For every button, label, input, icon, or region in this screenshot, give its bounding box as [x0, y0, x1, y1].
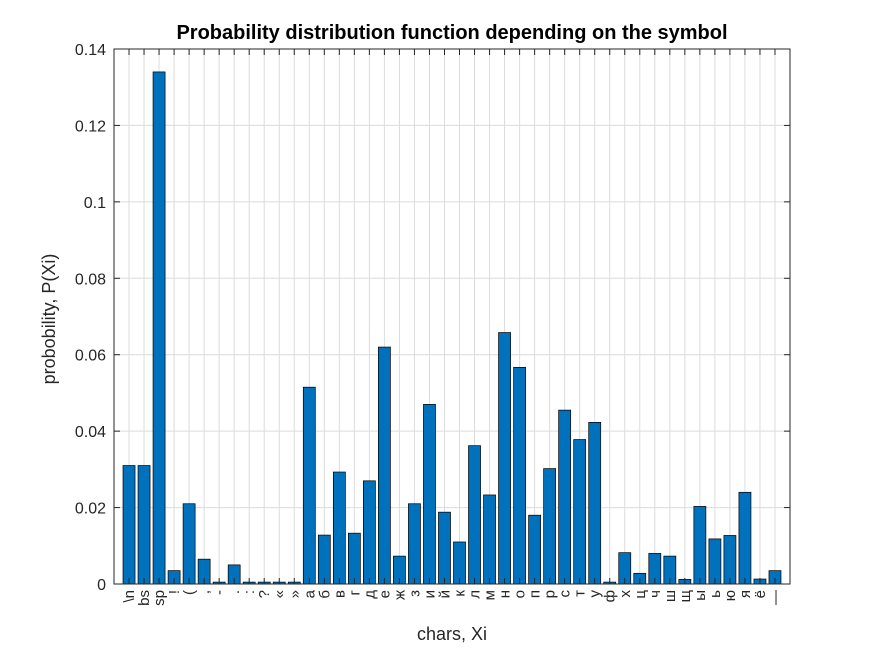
x-tick-label: ч: [647, 590, 664, 598]
bar: [588, 422, 602, 585]
axes-box: [113, 48, 791, 585]
bar: [528, 514, 541, 585]
bar: [573, 439, 587, 585]
bar: [708, 538, 722, 585]
x-tick-label: «: [271, 590, 288, 598]
x-tick-label: у: [587, 590, 604, 598]
x-tick-label: и: [421, 590, 438, 598]
x-tick-label: в: [331, 590, 348, 598]
y-axis-ticks: 0 0.02 0.04 0.06 0.08 0.1 0.12 0.14: [75, 42, 790, 594]
y-tick-label: 0.02: [75, 501, 106, 518]
bar: [302, 386, 316, 585]
x-tick-label: ы: [692, 590, 709, 601]
bar: [558, 409, 572, 585]
bar: [453, 541, 466, 585]
x-tick-label: ,: [196, 590, 213, 594]
x-tick-label: bs: [136, 590, 153, 606]
x-tick-label: щ: [677, 590, 694, 602]
x-tick-label: (: [181, 590, 198, 595]
chart-title: Probability distribution function depend…: [176, 22, 727, 44]
x-tick-label: .: [226, 590, 243, 594]
axes-background: [114, 49, 790, 584]
bar: [182, 503, 196, 585]
x-tick-label: sp: [151, 590, 168, 606]
x-tick-label: ш: [662, 590, 679, 602]
x-tick-label: ц: [632, 590, 649, 599]
bar: [543, 468, 557, 585]
x-tick-label: т: [572, 590, 589, 597]
x-tick-label: л: [467, 590, 484, 599]
x-tick-label: х: [617, 590, 634, 598]
x-tick-label: —: [767, 590, 784, 605]
x-tick-label: :: [241, 590, 258, 594]
y-axis-label: probobility, P(Xi): [39, 254, 59, 385]
x-tick-label: д: [361, 590, 378, 599]
x-tick-label: е: [376, 590, 393, 598]
y-tick-label: 0.04: [75, 424, 106, 441]
bar: [438, 511, 451, 585]
bar: [152, 71, 166, 585]
x-tick-label: ?: [256, 590, 273, 598]
bar: [408, 503, 421, 585]
x-tick-label: к: [452, 590, 469, 597]
x-tick-label: р: [542, 590, 559, 598]
x-axis-ticks: \nbssp!(,-.:?«»абвгдежзийклмнопрстуфхцчш…: [121, 49, 784, 606]
bar: [483, 494, 496, 585]
bar: [513, 366, 526, 585]
x-tick-label: -: [211, 590, 228, 595]
x-tick-label: \n: [121, 590, 138, 603]
x-tick-label: а: [301, 589, 318, 598]
bar: [378, 346, 391, 585]
bar: [363, 480, 376, 585]
x-tick-label: !: [166, 590, 183, 594]
y-tick-label: 0.1: [84, 195, 106, 212]
bar: [122, 465, 136, 585]
bar: [693, 506, 707, 585]
y-tick-label: 0.14: [75, 42, 106, 59]
y-tick-label: 0.12: [75, 118, 106, 135]
bar: [498, 332, 511, 585]
bar: [347, 532, 361, 585]
bar: [332, 471, 346, 585]
x-tick-label: н: [497, 590, 514, 598]
x-axis-label: chars, Xi: [417, 624, 487, 644]
bar: [137, 465, 151, 585]
x-tick-label: »: [286, 590, 303, 598]
x-tick-label: з: [406, 590, 423, 597]
bar: [723, 535, 737, 585]
x-tick-label: ё: [752, 590, 769, 598]
y-tick-label: 0.08: [75, 271, 106, 288]
y-tick-label: 0.06: [75, 348, 106, 365]
bar: [738, 491, 752, 585]
x-tick-label: ь: [707, 590, 724, 598]
x-tick-label: с: [557, 590, 574, 598]
x-tick-label: ю: [722, 590, 739, 601]
bar: [317, 534, 331, 585]
x-tick-label: о: [512, 590, 529, 598]
x-tick-label: м: [482, 590, 499, 600]
x-tick-label: б: [316, 590, 333, 599]
x-tick-label: п: [527, 590, 544, 598]
x-tick-label: я: [737, 590, 754, 598]
x-tick-label: ж: [391, 590, 408, 600]
bar: [468, 445, 481, 585]
x-tick-label: ф: [602, 590, 619, 602]
x-tick-label: г: [346, 589, 363, 595]
y-tick-label: 0: [97, 577, 106, 594]
x-tick-label: й: [436, 590, 453, 598]
bar: [423, 404, 436, 585]
